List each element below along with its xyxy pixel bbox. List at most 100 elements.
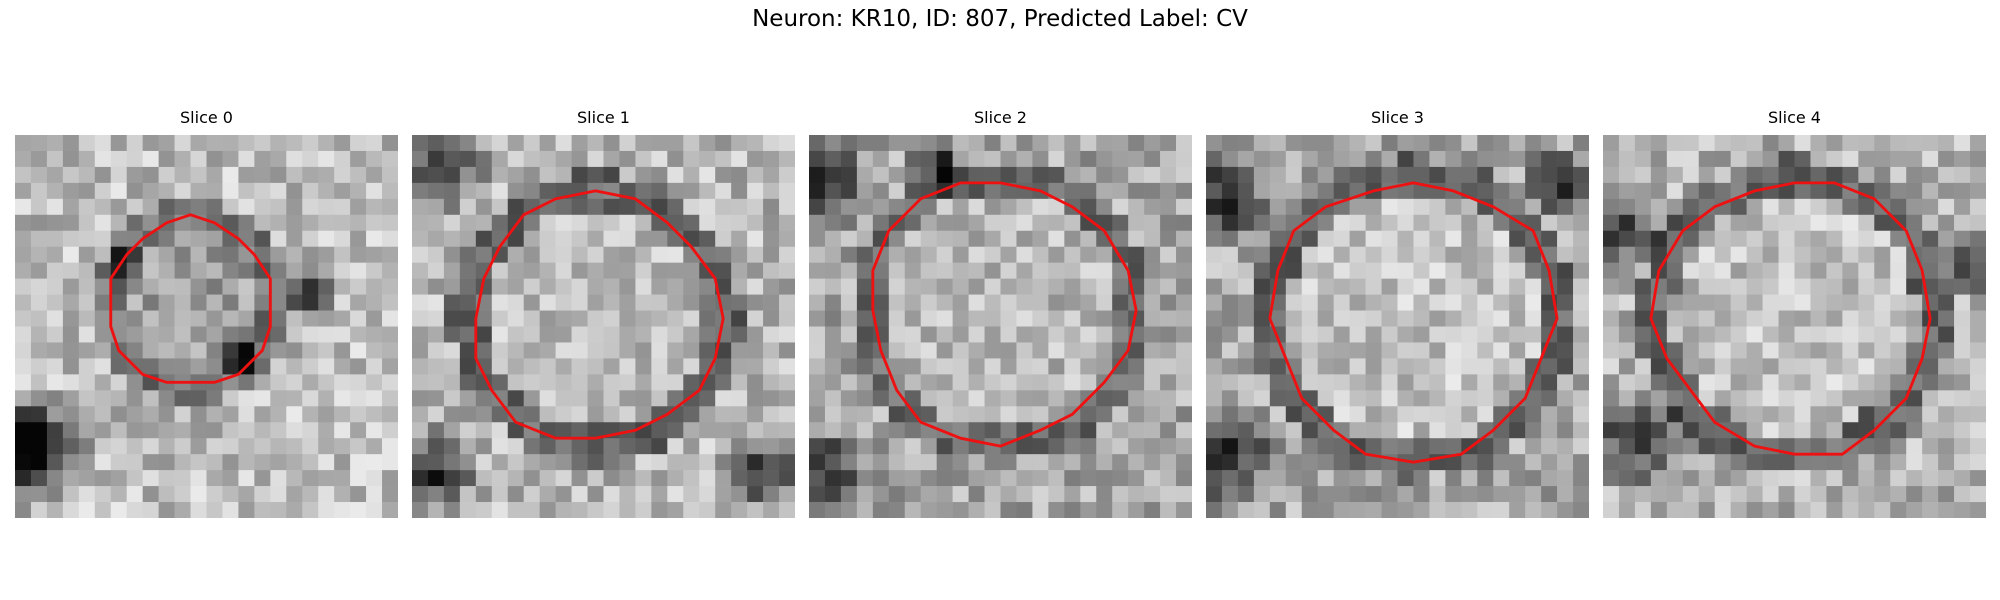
pixel [1080, 454, 1097, 471]
pixel [1810, 470, 1827, 487]
pixel [1954, 486, 1971, 503]
pixel [1285, 214, 1303, 232]
pixel [763, 182, 780, 200]
pixel [507, 342, 525, 359]
pixel [1317, 438, 1334, 455]
pixel [1858, 135, 1875, 152]
pixel [334, 230, 351, 248]
pixel [1650, 230, 1668, 248]
pixel [459, 326, 477, 343]
pixel [318, 246, 335, 263]
pixel [158, 406, 175, 423]
pixel [174, 246, 191, 263]
pixel [1221, 135, 1239, 152]
pixel [174, 390, 191, 407]
pixel [1477, 262, 1494, 279]
pixel [968, 342, 985, 359]
pixel [1285, 150, 1303, 168]
pixel [62, 326, 80, 343]
pixel [936, 470, 953, 487]
pixel [78, 438, 96, 455]
pixel [1317, 470, 1334, 487]
pixel [1746, 294, 1763, 311]
pixel [1128, 358, 1145, 375]
pixel [523, 230, 540, 248]
pixel [936, 135, 953, 152]
pixel [1381, 294, 1398, 311]
pixel [1573, 326, 1589, 343]
pixel [840, 454, 858, 471]
pixel [1573, 438, 1589, 455]
pixel [539, 310, 556, 327]
pixel [459, 246, 477, 263]
pixel [1445, 358, 1462, 375]
pixel [1048, 278, 1065, 295]
pixel [491, 326, 509, 343]
pixel [350, 246, 367, 263]
pixel [1285, 502, 1303, 518]
pixel [1096, 150, 1113, 168]
pixel [952, 262, 969, 279]
pixel [1858, 294, 1875, 311]
pixel [1890, 358, 1907, 375]
pixel [888, 278, 906, 295]
pixel [731, 135, 748, 152]
pixel [1221, 230, 1239, 248]
pixel [1509, 406, 1526, 423]
pixel [1525, 310, 1542, 327]
pixel [1365, 262, 1382, 279]
pixel [1333, 438, 1350, 455]
pixel [1160, 230, 1177, 248]
pixel [142, 406, 159, 423]
pixel [286, 310, 303, 327]
pixel [763, 502, 780, 518]
pixel [1922, 438, 1939, 455]
pixel [1365, 150, 1382, 168]
pixel [1237, 294, 1255, 311]
pixel [334, 214, 351, 232]
pixel [809, 326, 826, 343]
pixel [779, 438, 795, 455]
pixel [350, 470, 367, 487]
pixel [1890, 502, 1907, 518]
pixel [507, 390, 525, 407]
pixel [763, 470, 780, 487]
pixel [1080, 374, 1097, 391]
pixel [715, 390, 732, 407]
pixel [952, 150, 969, 168]
pixel [763, 246, 780, 263]
pixel [1333, 262, 1350, 279]
pixel [968, 182, 985, 200]
pixel [1634, 166, 1652, 184]
pixel [936, 374, 953, 391]
pixel [62, 486, 80, 503]
pixel [1954, 310, 1971, 327]
pixel [1603, 502, 1620, 518]
pixel [555, 486, 572, 503]
pixel [1381, 374, 1398, 391]
pixel [1064, 182, 1081, 200]
pixel [190, 502, 207, 518]
pixel [571, 262, 588, 279]
pixel [523, 342, 540, 359]
pixel [1906, 166, 1923, 184]
pixel [507, 422, 525, 439]
pixel [1176, 214, 1192, 232]
pixel [824, 214, 842, 232]
pixel [1397, 310, 1414, 327]
pixel [174, 454, 191, 471]
pixel [523, 502, 540, 518]
pixel [699, 406, 716, 423]
pixel [1698, 166, 1716, 184]
pixel [334, 198, 351, 216]
pixel [779, 262, 795, 279]
pixel [651, 454, 668, 471]
pixel [126, 246, 143, 263]
pixel [523, 486, 540, 503]
pixel [1032, 230, 1049, 248]
pixel [475, 182, 493, 200]
pixel [507, 182, 525, 200]
pixel [1557, 486, 1574, 503]
pixel [238, 262, 255, 279]
pixel [1237, 166, 1255, 184]
